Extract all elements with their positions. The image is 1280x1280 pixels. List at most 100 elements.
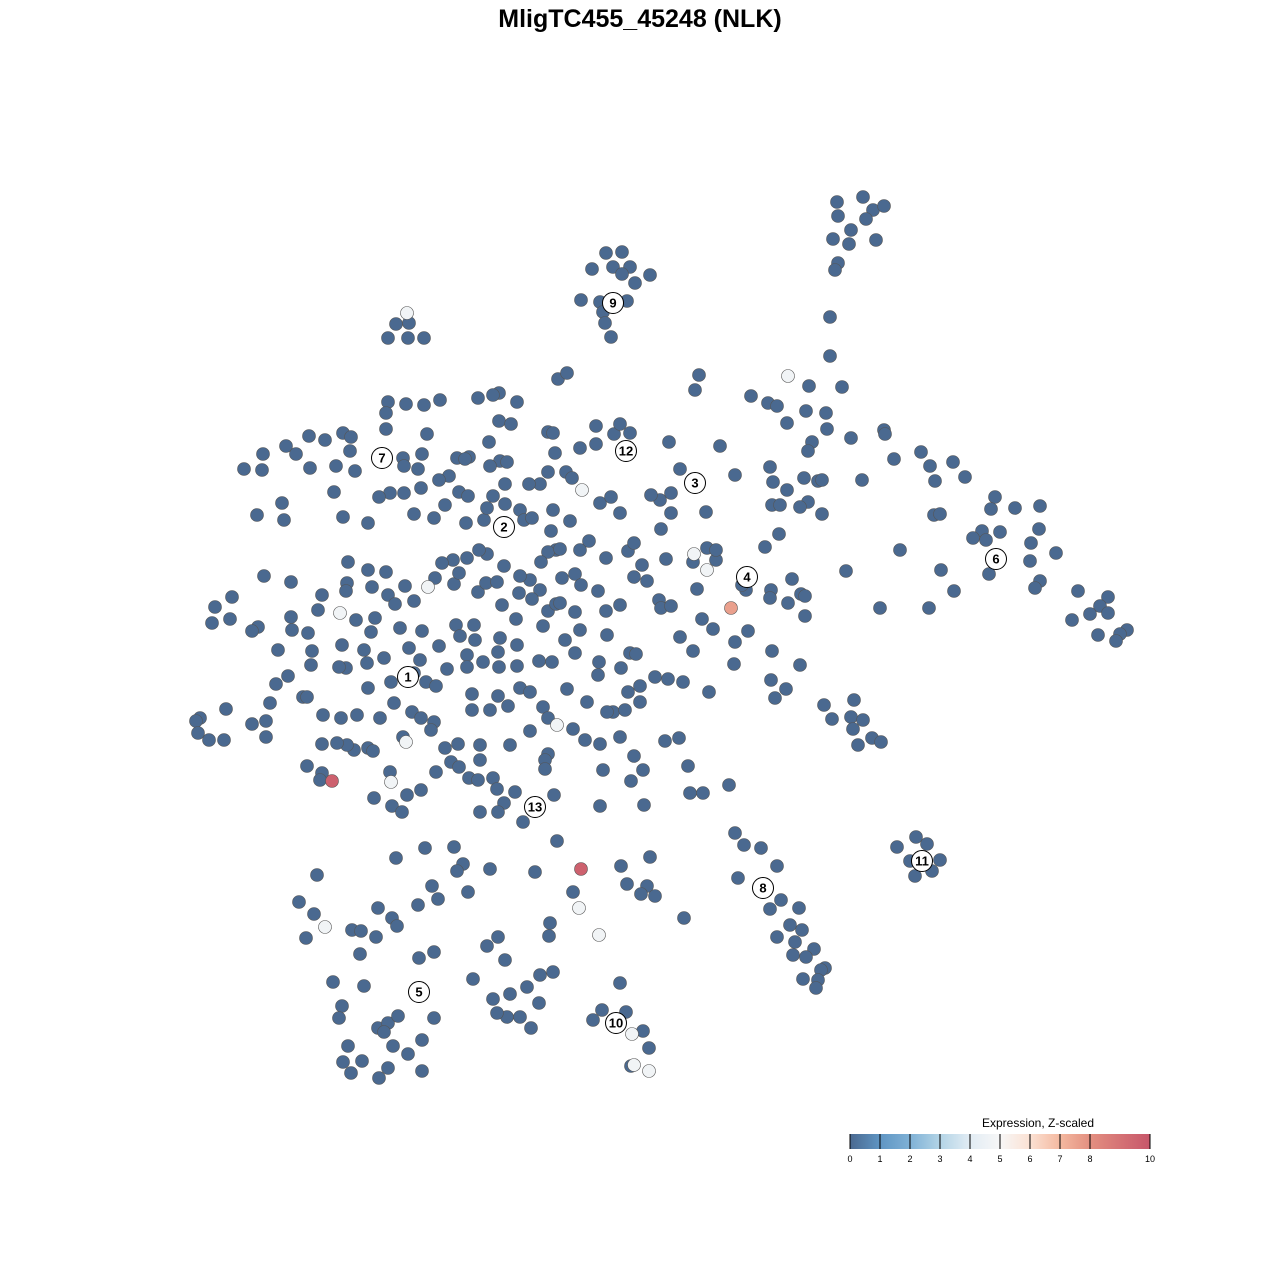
data-point [847, 693, 861, 707]
data-point [672, 731, 686, 745]
data-point [339, 584, 353, 598]
data-point [728, 468, 742, 482]
data-point [607, 427, 621, 441]
data-point [490, 1006, 504, 1020]
data-point [482, 435, 496, 449]
data-point [259, 730, 273, 744]
data-point [1101, 606, 1115, 620]
data-point [550, 834, 564, 848]
data-point [788, 935, 802, 949]
data-point [497, 559, 511, 573]
data-point [627, 749, 641, 763]
data-point [402, 641, 416, 655]
data-point [500, 455, 514, 469]
data-point [599, 246, 613, 260]
data-point [336, 1055, 350, 1069]
data-point [504, 417, 518, 431]
data-point [604, 490, 618, 504]
data-point [844, 710, 858, 724]
data-point [332, 660, 346, 674]
data-point [389, 317, 403, 331]
data-point [510, 659, 524, 673]
data-point [928, 474, 942, 488]
data-point [384, 675, 398, 689]
data-point [600, 628, 614, 642]
data-point [681, 759, 695, 773]
data-point [642, 1041, 656, 1055]
color-legend: Expression, Z-scaled 0 1 2 3 4 5 6 7 8 10 [847, 1116, 1155, 1164]
data-point [933, 853, 947, 867]
cluster-label-badge [605, 1012, 627, 1034]
data-point [846, 722, 860, 736]
data-point [643, 850, 657, 864]
data-point [533, 583, 547, 597]
data-point [690, 582, 704, 596]
data-point [398, 579, 412, 593]
data-point [523, 685, 537, 699]
data-point [546, 503, 560, 517]
cluster-label-5: 5 [408, 981, 430, 1003]
data-point [429, 679, 443, 693]
data-point [400, 306, 414, 320]
data-point [621, 685, 635, 699]
data-point [728, 635, 742, 649]
data-point [397, 459, 411, 473]
data-point [801, 444, 815, 458]
cluster-label-text: 3 [691, 476, 698, 491]
data-point [532, 654, 546, 668]
data-point [473, 753, 487, 767]
cluster-label-badge [371, 447, 393, 469]
points-layer [189, 190, 1134, 1085]
data-point [781, 596, 795, 610]
cluster-label-3: 3 [684, 472, 706, 494]
data-point [491, 689, 505, 703]
data-point [411, 462, 425, 476]
data-point [480, 501, 494, 515]
data-point [979, 533, 993, 547]
data-point [574, 862, 588, 876]
data-point [934, 563, 948, 577]
data-point [427, 1011, 441, 1025]
data-point [492, 414, 506, 428]
cluster-label-text: 7 [378, 451, 385, 466]
data-point [589, 419, 603, 433]
data-point [844, 431, 858, 445]
data-point [420, 427, 434, 441]
data-point [414, 481, 428, 495]
data-point [217, 733, 231, 747]
data-point [425, 879, 439, 893]
data-point [560, 366, 574, 380]
data-point [563, 514, 577, 528]
data-point [367, 791, 381, 805]
cluster-label-text: 9 [609, 296, 616, 311]
cluster-label-text: 10 [609, 1016, 623, 1031]
data-point [547, 788, 561, 802]
data-point [543, 916, 557, 930]
data-point [361, 681, 375, 695]
data-point [524, 1021, 538, 1035]
data-point [982, 567, 996, 581]
data-point [946, 455, 960, 469]
data-point [313, 773, 327, 787]
data-point [460, 648, 474, 662]
data-point [257, 569, 271, 583]
data-point [706, 622, 720, 636]
data-point [491, 645, 505, 659]
data-point [770, 930, 784, 944]
data-point [343, 444, 357, 458]
data-point [699, 505, 713, 519]
data-point [486, 489, 500, 503]
data-point [839, 564, 853, 578]
data-point [831, 209, 845, 223]
data-point [381, 331, 395, 345]
data-point [786, 948, 800, 962]
data-point [1065, 613, 1079, 627]
cluster-label-text: 12 [619, 444, 633, 459]
data-point [568, 567, 582, 581]
data-point [386, 1039, 400, 1053]
data-point [589, 437, 603, 451]
data-point [381, 588, 395, 602]
data-point [387, 696, 401, 710]
data-point [335, 999, 349, 1013]
